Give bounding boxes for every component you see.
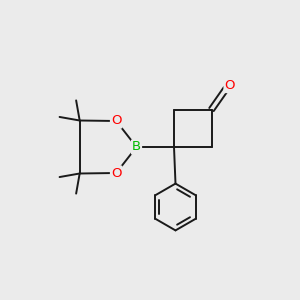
Text: B: B (132, 140, 141, 154)
Text: O: O (224, 79, 235, 92)
Text: O: O (111, 115, 122, 128)
Text: O: O (111, 167, 122, 179)
